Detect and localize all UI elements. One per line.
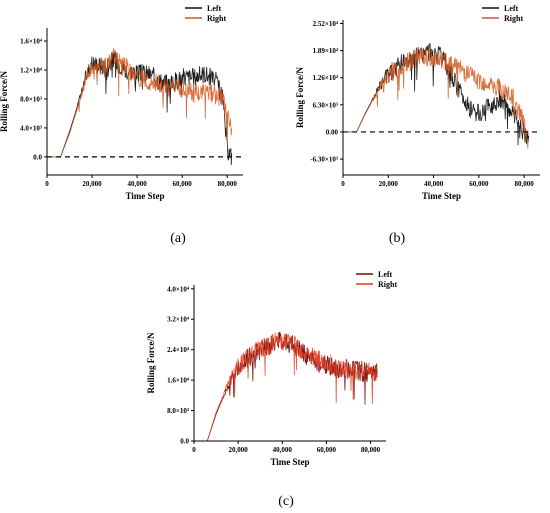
x-tick-label: 0 xyxy=(45,180,49,188)
y-axis-title: Rolling Force/N xyxy=(295,66,305,128)
chart-panel-2: 0 20,000 40,000 60,000 80,000 0.0 8.0×10³ 1.6×1… xyxy=(146,270,397,509)
series-line-right xyxy=(47,48,233,158)
chart-panel-0: 0 20,000 40,000 60,000 80,000 0.0 4.0×10³ 8.0×1… xyxy=(0,4,243,246)
series-line-right xyxy=(343,47,529,149)
x-axis-title: Time Step xyxy=(270,457,309,467)
panel-label: (b) xyxy=(389,231,406,246)
legend-label-right: Right xyxy=(378,280,397,289)
x-axis-title: Time Step xyxy=(125,191,164,201)
y-tick-label: 0.0 xyxy=(33,153,42,161)
y-tick-label: 2.4×10⁴ xyxy=(167,346,190,354)
legend-label-left: Left xyxy=(504,4,519,13)
legend-label-right: Right xyxy=(207,14,226,23)
x-tick-label: 80,000 xyxy=(218,180,238,188)
x-tick-label: 60,000 xyxy=(317,446,337,454)
y-tick-label: 2.52×10⁴ xyxy=(313,20,339,28)
panel-label: (c) xyxy=(278,494,294,509)
y-axis-title: Rolling Force/N xyxy=(0,70,9,132)
x-tick-label: 0 xyxy=(341,180,345,188)
y-tick-label: 3.2×10⁴ xyxy=(167,316,190,324)
series-line-right xyxy=(194,332,378,442)
y-tick-label: 1.2×10⁴ xyxy=(20,67,43,75)
x-tick-label: 20,000 xyxy=(82,180,102,188)
y-tick-label: 8.0×10³ xyxy=(167,407,189,415)
y-tick-label: 1.6×10⁴ xyxy=(167,377,190,385)
y-tick-label: 1.89×10⁴ xyxy=(313,47,339,55)
series-line-left xyxy=(343,43,530,146)
y-tick-label: 6.30×10³ xyxy=(313,101,338,109)
y-axis-title: Rolling Force/N xyxy=(146,332,156,394)
legend-label-left: Left xyxy=(378,270,393,279)
y-tick-label: 0.00 xyxy=(326,128,339,136)
x-tick-label: 20,000 xyxy=(379,180,399,188)
y-tick-label: 4.0×10⁴ xyxy=(167,285,190,293)
x-tick-label: 60,000 xyxy=(173,180,193,188)
x-tick-label: 40,000 xyxy=(273,446,293,454)
y-tick-label: 4.0×10³ xyxy=(20,124,42,132)
chart-panel-1: 0 20,000 40,000 60,000 80,000 -6.30×10³ 0.00 6.… xyxy=(295,4,540,246)
x-tick-label: 40,000 xyxy=(127,180,147,188)
y-tick-label: 1.26×10⁴ xyxy=(313,74,339,82)
y-tick-label: 0.0 xyxy=(180,438,189,446)
legend-label-right: Right xyxy=(504,14,523,23)
y-tick-label: -6.30×10³ xyxy=(310,156,338,164)
x-tick-label: 20,000 xyxy=(229,446,249,454)
x-tick-label: 40,000 xyxy=(424,180,444,188)
y-tick-label: 8.0×10³ xyxy=(20,95,42,103)
x-axis-title: Time Step xyxy=(422,191,461,201)
series-line-left xyxy=(47,50,233,166)
legend-label-left: Left xyxy=(207,4,222,13)
x-tick-label: 0 xyxy=(192,446,196,454)
series-line-left xyxy=(194,331,378,442)
x-tick-label: 60,000 xyxy=(469,180,489,188)
panel-label: (a) xyxy=(170,231,186,246)
x-tick-label: 80,000 xyxy=(515,180,535,188)
x-tick-label: 80,000 xyxy=(361,446,381,454)
y-tick-label: 1.6×10⁴ xyxy=(20,38,43,46)
